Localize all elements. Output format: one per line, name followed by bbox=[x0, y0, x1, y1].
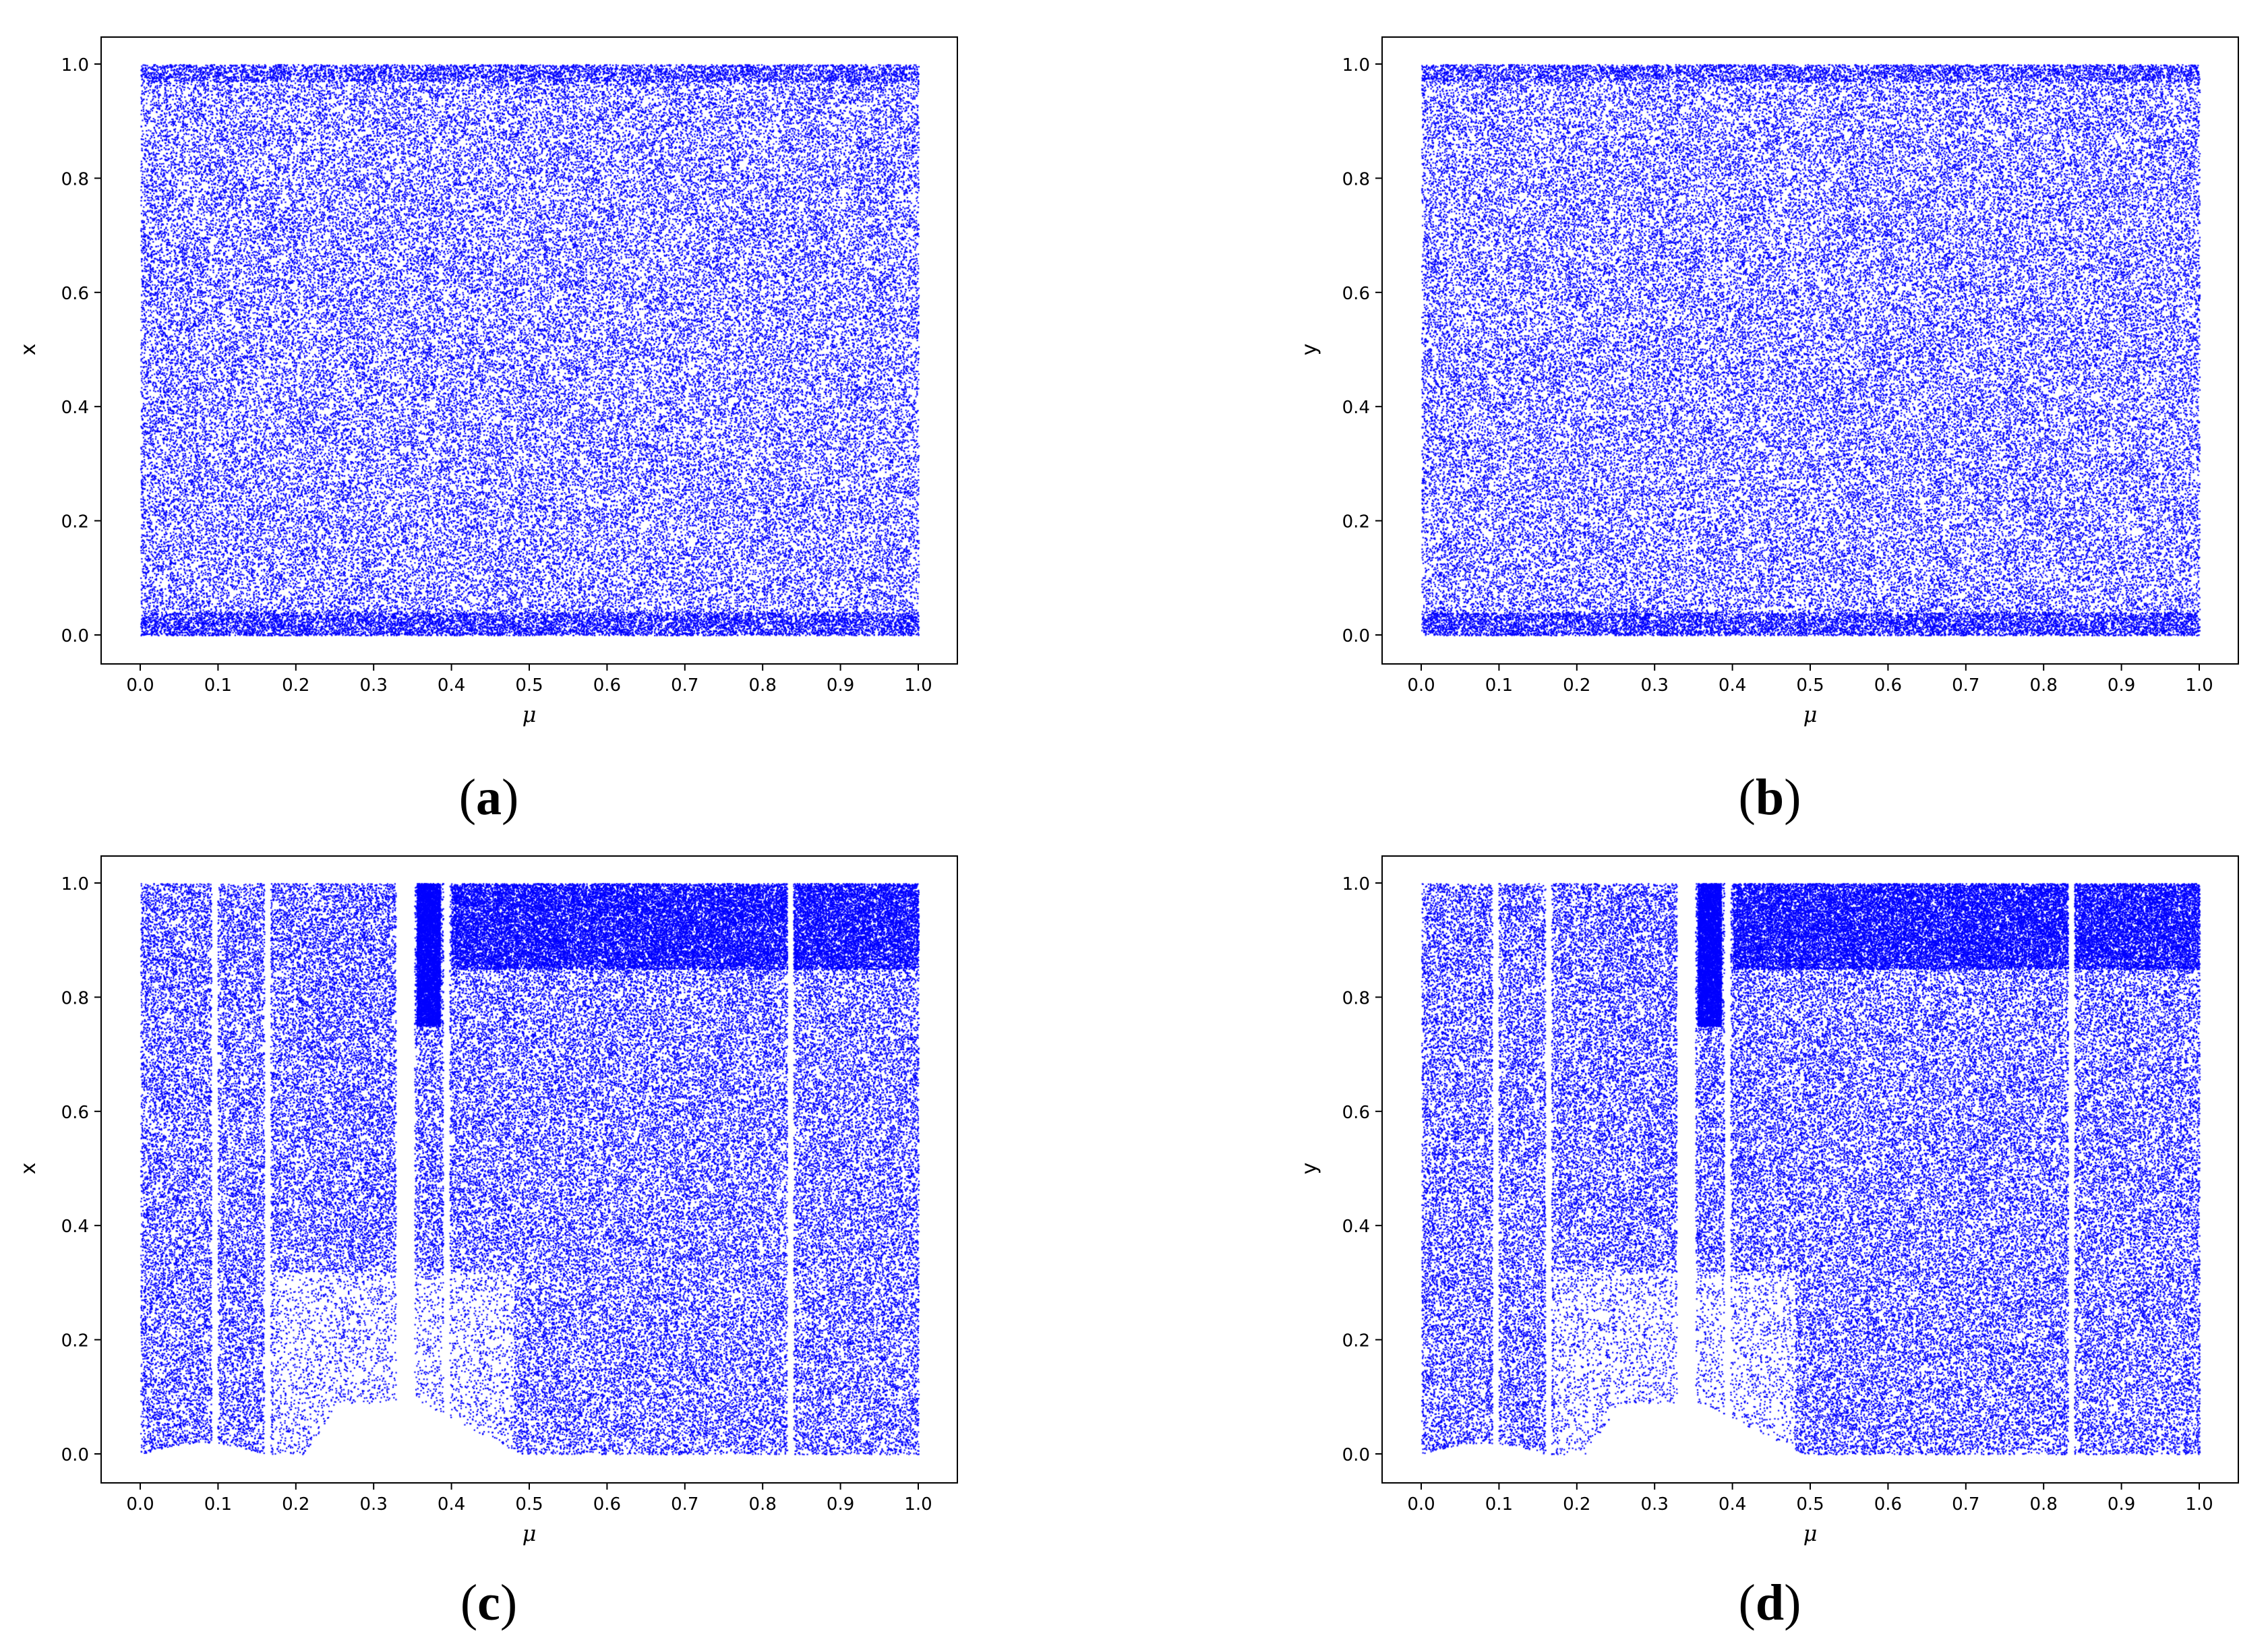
x-tick-label: 0.1 bbox=[204, 1494, 232, 1515]
y-tick-label: 1.0 bbox=[61, 55, 89, 75]
x-axis-label: μ bbox=[523, 1521, 537, 1546]
x-tick-label: 0.1 bbox=[204, 675, 232, 696]
y-tick-label: 0.2 bbox=[61, 512, 89, 532]
x-tick-label: 0.8 bbox=[749, 1494, 777, 1515]
y-axis-label: y bbox=[1298, 344, 1321, 356]
x-tick-label: 0.6 bbox=[1874, 675, 1902, 696]
y-tick-label: 1.0 bbox=[1342, 55, 1370, 75]
y-tick-label: 0.8 bbox=[1342, 169, 1370, 189]
y-axis-label: y bbox=[1298, 1163, 1321, 1175]
y-tick-label: 0.8 bbox=[61, 169, 89, 189]
x-tick-label: 0.3 bbox=[360, 675, 388, 696]
panel-d-caption: (d) bbox=[1738, 1575, 1801, 1631]
y-tick-label: 0.2 bbox=[1342, 512, 1370, 532]
panel-a-caption: (a) bbox=[458, 769, 519, 826]
x-tick-label: 0.3 bbox=[1641, 675, 1669, 696]
y-tick-label: 0.2 bbox=[1342, 1331, 1370, 1351]
y-tick-label: 0.0 bbox=[61, 626, 89, 646]
x-tick-label: 1.0 bbox=[904, 1494, 932, 1515]
x-tick-label: 0.1 bbox=[1485, 1494, 1513, 1515]
x-axis-label: μ bbox=[1803, 1521, 1818, 1546]
y-tick-label: 0.6 bbox=[61, 284, 89, 304]
x-tick-label: 0.3 bbox=[1641, 1494, 1669, 1515]
y-tick-label: 0.4 bbox=[61, 1217, 89, 1237]
x-tick-label: 0.9 bbox=[2108, 1494, 2135, 1515]
x-tick-label: 0.4 bbox=[1719, 1494, 1746, 1515]
y-tick-label: 0.2 bbox=[61, 1331, 89, 1351]
panel-a-chart: 0.0 0.1 0.2 0.3 0.4 0.5 0.6 0.7 0.8 0.9 1.0 0.0 0.2 0… bbox=[0, 0, 987, 823]
x-tick-label: 0.6 bbox=[593, 675, 621, 696]
x-tick-label: 0.2 bbox=[1563, 675, 1590, 696]
panel-d-chart: 0.0 0.1 0.2 0.3 0.4 0.5 0.6 0.7 0.8 0.9 1.0 0.0 0.2 0… bbox=[1281, 819, 2268, 1642]
x-tick-label: 0.8 bbox=[2030, 1494, 2058, 1515]
x-tick-label: 0.4 bbox=[438, 675, 465, 696]
x-tick-label: 0.8 bbox=[749, 675, 777, 696]
x-tick-label: 0.9 bbox=[827, 675, 854, 696]
y-tick-label: 1.0 bbox=[1342, 874, 1370, 894]
x-tick-label: 0.5 bbox=[515, 1494, 543, 1515]
y-tick-label: 0.6 bbox=[1342, 1103, 1370, 1123]
y-tick-label: 0.8 bbox=[1342, 988, 1370, 1008]
x-tick-label: 0.5 bbox=[1796, 1494, 1824, 1515]
x-tick-label: 0.2 bbox=[282, 1494, 309, 1515]
x-tick-label: 0.0 bbox=[126, 675, 154, 696]
y-tick-label: 0.4 bbox=[1342, 398, 1370, 418]
scatter-points bbox=[1281, 819, 2268, 1642]
x-tick-label: 0.7 bbox=[671, 1494, 698, 1515]
x-tick-label: 0.2 bbox=[1563, 1494, 1590, 1515]
x-tick-label: 0.4 bbox=[438, 1494, 465, 1515]
x-tick-label: 0.2 bbox=[282, 675, 309, 696]
x-axis-label: μ bbox=[523, 702, 537, 727]
y-axis-label: x bbox=[17, 1163, 40, 1175]
x-tick-label: 0.7 bbox=[1952, 1494, 1979, 1515]
panel-b-caption: (b) bbox=[1738, 769, 1801, 826]
x-tick-label: 1.0 bbox=[2185, 675, 2213, 696]
x-tick-label: 0.6 bbox=[593, 1494, 621, 1515]
scatter-points bbox=[0, 0, 987, 823]
x-tick-label: 0.8 bbox=[2030, 675, 2058, 696]
x-tick-label: 0.0 bbox=[126, 1494, 154, 1515]
x-tick-label: 0.5 bbox=[515, 675, 543, 696]
y-tick-label: 0.6 bbox=[1342, 284, 1370, 304]
x-tick-label: 0.7 bbox=[671, 675, 698, 696]
panel-c-chart: 0.0 0.1 0.2 0.3 0.4 0.5 0.6 0.7 0.8 0.9 1.0 0.0 0.2 0… bbox=[0, 819, 987, 1642]
y-tick-label: 0.0 bbox=[61, 1445, 89, 1465]
y-tick-label: 1.0 bbox=[61, 874, 89, 894]
x-tick-label: 1.0 bbox=[2185, 1494, 2213, 1515]
y-tick-label: 0.6 bbox=[61, 1103, 89, 1123]
y-tick-label: 0.4 bbox=[1342, 1217, 1370, 1237]
x-tick-label: 0.7 bbox=[1952, 675, 1979, 696]
x-tick-label: 0.1 bbox=[1485, 675, 1513, 696]
x-tick-label: 1.0 bbox=[904, 675, 932, 696]
x-axis-label: μ bbox=[1803, 702, 1818, 727]
x-tick-label: 0.3 bbox=[360, 1494, 388, 1515]
x-tick-label: 0.6 bbox=[1874, 1494, 1902, 1515]
panel-c-caption: (c) bbox=[460, 1575, 518, 1631]
x-tick-label: 0.0 bbox=[1407, 1494, 1435, 1515]
panel-b-chart: 0.0 0.1 0.2 0.3 0.4 0.5 0.6 0.7 0.8 0.9 1.0 0.0 0.2 0… bbox=[1281, 0, 2268, 823]
x-tick-label: 0.0 bbox=[1407, 675, 1435, 696]
y-axis-label: x bbox=[17, 344, 40, 356]
x-tick-label: 0.5 bbox=[1796, 675, 1824, 696]
x-tick-label: 0.4 bbox=[1719, 675, 1746, 696]
scatter-points bbox=[1281, 0, 2268, 823]
y-tick-label: 0.4 bbox=[61, 398, 89, 418]
scatter-points bbox=[0, 819, 987, 1642]
x-tick-label: 0.9 bbox=[2108, 675, 2135, 696]
x-tick-label: 0.9 bbox=[827, 1494, 854, 1515]
y-tick-label: 0.0 bbox=[1342, 626, 1370, 646]
y-tick-label: 0.0 bbox=[1342, 1445, 1370, 1465]
y-tick-label: 0.8 bbox=[61, 988, 89, 1008]
